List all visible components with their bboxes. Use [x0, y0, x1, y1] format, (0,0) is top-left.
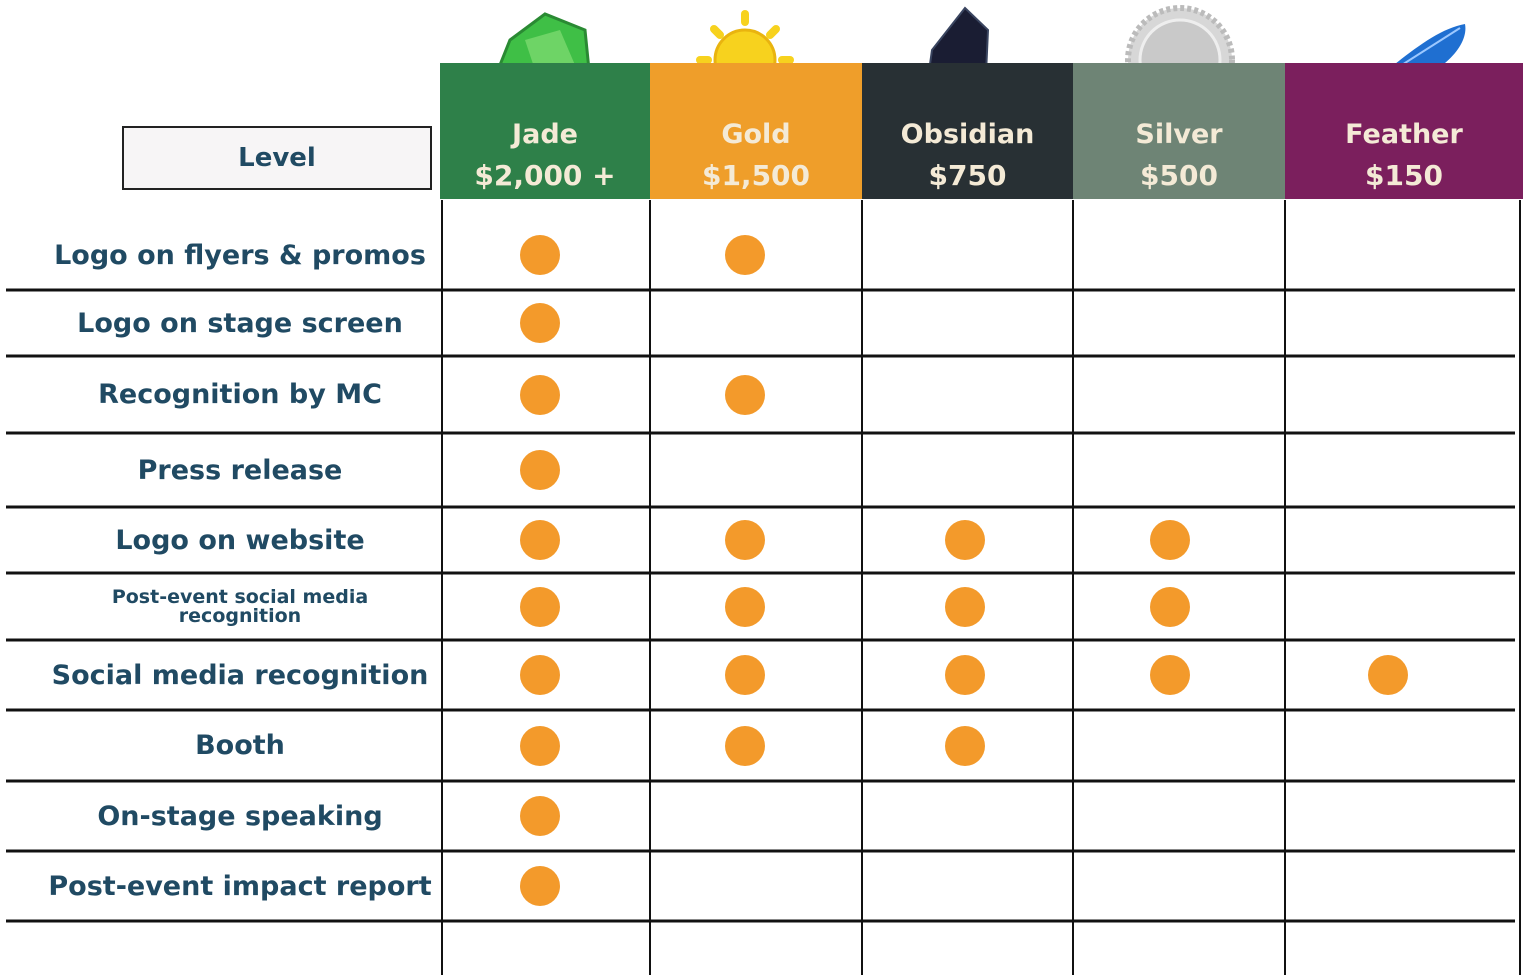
included-dot — [725, 374, 765, 415]
included-dot — [945, 586, 985, 627]
row-label: Logo on website — [115, 524, 365, 556]
tier-name: Obsidian — [900, 119, 1035, 150]
included-dot — [945, 725, 985, 766]
row-label: Post-event impact report — [48, 870, 432, 902]
tier-price: $500 — [1140, 159, 1218, 192]
included-dot — [1150, 586, 1190, 627]
included-dot — [725, 725, 765, 766]
row-label: Recognition by MC — [98, 379, 382, 410]
row-label: Social media recognition — [51, 659, 429, 691]
included-dot — [520, 374, 560, 415]
tier-name: Jade — [512, 119, 578, 150]
included-dot — [520, 235, 560, 275]
tier-name: Feather — [1345, 119, 1463, 150]
row-label: On-stage speaking — [97, 800, 383, 832]
included-dot — [520, 796, 560, 836]
tier-header-cell: Obsidian $750 — [862, 63, 1073, 199]
included-dot — [1150, 520, 1190, 560]
included-dot — [725, 655, 765, 695]
included-dot — [1150, 655, 1190, 695]
included-dot — [725, 586, 765, 627]
included-dot — [520, 520, 560, 560]
included-dot — [725, 235, 765, 275]
included-dot — [945, 520, 985, 560]
included-dot — [520, 866, 560, 906]
included-dot — [520, 725, 560, 766]
row-label: Logo on stage screen — [77, 307, 403, 339]
included-dot — [1368, 655, 1408, 695]
included-dot — [520, 303, 560, 343]
included-dot — [520, 450, 560, 490]
tier-name: Silver — [1135, 119, 1223, 150]
included-dot — [520, 655, 560, 695]
tier-price: $750 — [928, 159, 1007, 192]
included-dot — [725, 520, 765, 560]
tier-price: $150 — [1365, 159, 1443, 192]
row-label: Booth — [195, 730, 285, 761]
tier-header-cell: Gold $1,500 — [650, 63, 862, 199]
tier-header-cell: Silver $500 — [1073, 63, 1285, 199]
row-label: Post-event social media recognition — [111, 585, 369, 627]
tier-name: Gold — [721, 119, 791, 150]
row-label: Logo on flyers & promos — [54, 239, 426, 271]
included-dot — [945, 655, 985, 695]
included-dot — [520, 586, 560, 627]
tier-price: $1,500 — [701, 159, 811, 192]
level-label: Level — [122, 126, 432, 190]
row-label: Press release — [137, 454, 343, 486]
tier-header-cell: Feather $150 — [1285, 63, 1523, 199]
tier-price: $2,000 + — [474, 159, 616, 192]
tier-header-cell: Jade $2,000 + — [440, 63, 650, 199]
